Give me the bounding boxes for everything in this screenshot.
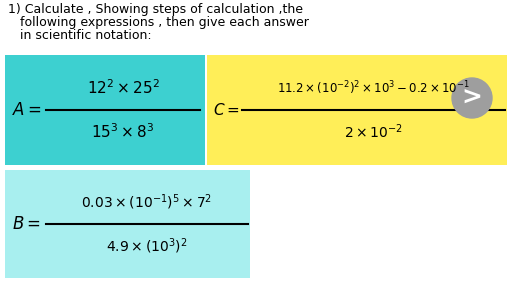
Text: $C=$: $C=$: [213, 102, 240, 118]
Text: in scientific notation:: in scientific notation:: [8, 29, 152, 42]
Text: $2\times10^{-2}$: $2\times10^{-2}$: [344, 123, 403, 141]
Text: >: >: [461, 86, 482, 110]
Text: $0.03\times(10^{-1})^5\times7^2$: $0.03\times(10^{-1})^5\times7^2$: [81, 192, 212, 212]
FancyBboxPatch shape: [207, 55, 507, 165]
Text: $B=$: $B=$: [12, 215, 41, 233]
FancyBboxPatch shape: [5, 170, 250, 278]
Text: $15^3\times8^3$: $15^3\times8^3$: [91, 123, 155, 141]
Circle shape: [452, 78, 492, 118]
Text: $A=$: $A=$: [12, 101, 41, 119]
FancyBboxPatch shape: [5, 55, 205, 165]
Text: 1) Calculate , Showing steps of calculation ,the: 1) Calculate , Showing steps of calculat…: [8, 3, 303, 16]
Text: following expressions , then give each answer: following expressions , then give each a…: [8, 16, 309, 29]
Text: $11.2\times(10^{-2})^2\times10^3-0.2\times10^{-1}$: $11.2\times(10^{-2})^2\times10^3-0.2\tim…: [277, 79, 470, 97]
Text: $12^2\times25^2$: $12^2\times25^2$: [87, 79, 159, 97]
Text: $4.9\times(10^3)^2$: $4.9\times(10^3)^2$: [106, 236, 188, 256]
